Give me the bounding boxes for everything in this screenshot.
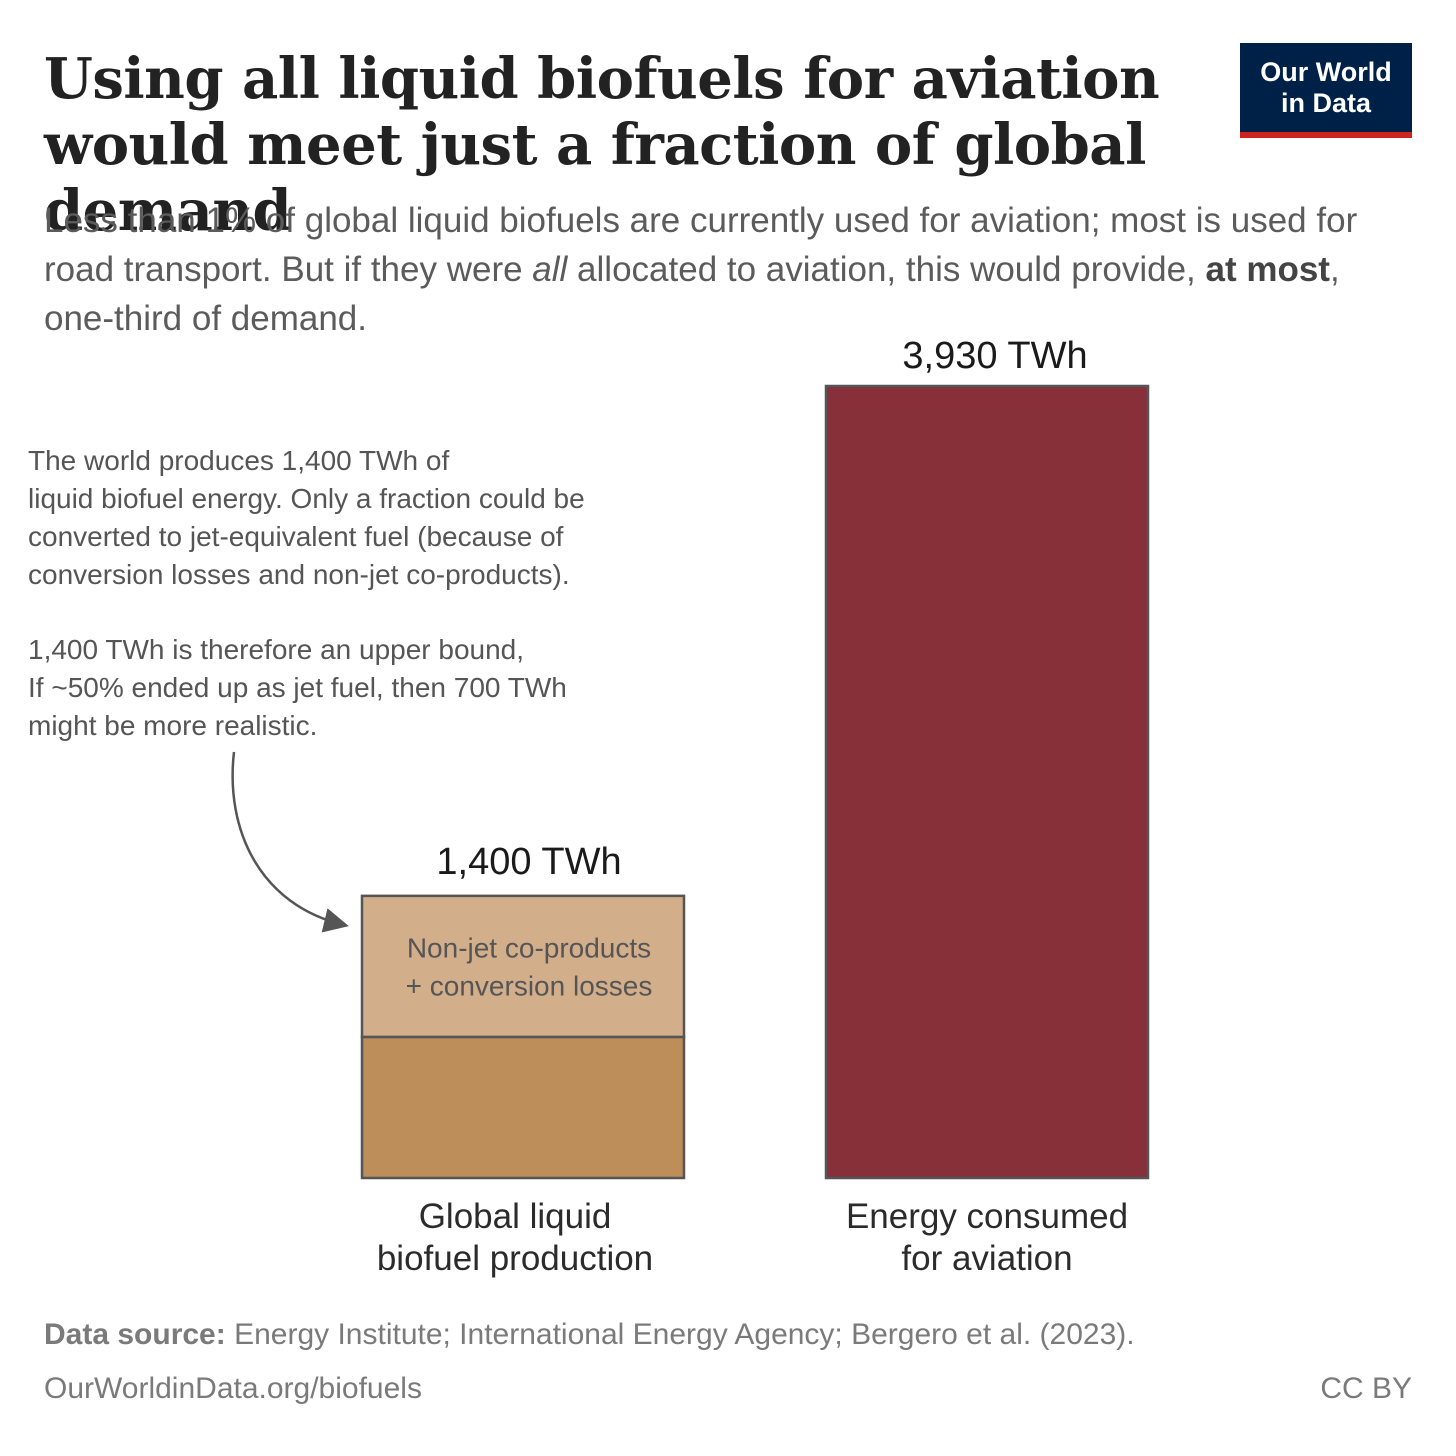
source-label: Data source:: [44, 1318, 226, 1351]
value-label-aviation: 3,930 TWh: [902, 335, 1087, 377]
owid-logo[interactable]: Our World in Data: [1240, 43, 1412, 138]
annotation-paragraph-1: The world produces 1,400 TWh of liquid b…: [28, 442, 728, 594]
value-label-biofuel: 1,400 TWh: [436, 841, 621, 883]
annotation-line: If ~50% ended up as jet fuel, then 700 T…: [28, 672, 567, 703]
annotation-line: converted to jet-equivalent fuel (becaus…: [28, 521, 564, 552]
annotation-line: conversion losses and non-jet co-product…: [28, 559, 570, 590]
chart-subtitle: Less than 1% of global liquid biofuels a…: [44, 196, 1404, 343]
category-label: Global liquid: [419, 1197, 612, 1236]
logo-line-1: Our World: [1260, 57, 1392, 87]
subtitle-text-3: , one-third of demand.: [44, 250, 1340, 338]
logo-line-2: in Data: [1280, 88, 1372, 118]
annotation-text: The world produces 1,400 TWh of liquid b…: [28, 442, 728, 782]
license-link[interactable]: CC BY: [1320, 1372, 1412, 1405]
source-url-link[interactable]: OurWorldinData.org/biofuels: [44, 1372, 422, 1405]
subtitle-text-2: allocated to aviation, this would provid…: [567, 250, 1206, 289]
category-label: for aviation: [901, 1239, 1072, 1278]
bar-aviation[interactable]: [824, 384, 1150, 1180]
annotation-line: The world produces 1,400 TWh of: [28, 445, 450, 476]
annotation-line: liquid biofuel energy. Only a fraction c…: [28, 483, 585, 514]
source-text: Energy Institute; International Energy A…: [225, 1318, 1135, 1351]
annotation-line: might be more realistic.: [28, 710, 318, 741]
subtitle-text-1: Less than 1% of global liquid biofuels a…: [44, 201, 1358, 289]
labels-group: Non-jet co-products + conversion losses 1,…: [377, 335, 1128, 1278]
segment-label: + conversion losses: [406, 970, 653, 1001]
segment-label: Non-jet co-products: [407, 932, 651, 963]
subtitle-italic: all: [532, 250, 568, 289]
data-source: Data source: Energy Institute; Internati…: [44, 1318, 1135, 1352]
annotation-paragraph-2: 1,400 TWh is therefore an upper bound, I…: [28, 631, 728, 745]
category-label: biofuel production: [377, 1239, 653, 1278]
annotation-line: 1,400 TWh is therefore an upper bound,: [28, 634, 525, 665]
category-label: Energy consumed: [846, 1197, 1128, 1236]
bars-group: [360, 384, 1150, 1180]
chart-title: Using all liquid biofuels for aviation w…: [44, 46, 1160, 244]
bar-segment-losses[interactable]: [360, 894, 686, 1039]
subtitle-bold: at most: [1205, 250, 1330, 289]
bar-segment-jet-fuel[interactable]: [360, 1035, 686, 1180]
annotation-arrow: [231, 751, 349, 933]
